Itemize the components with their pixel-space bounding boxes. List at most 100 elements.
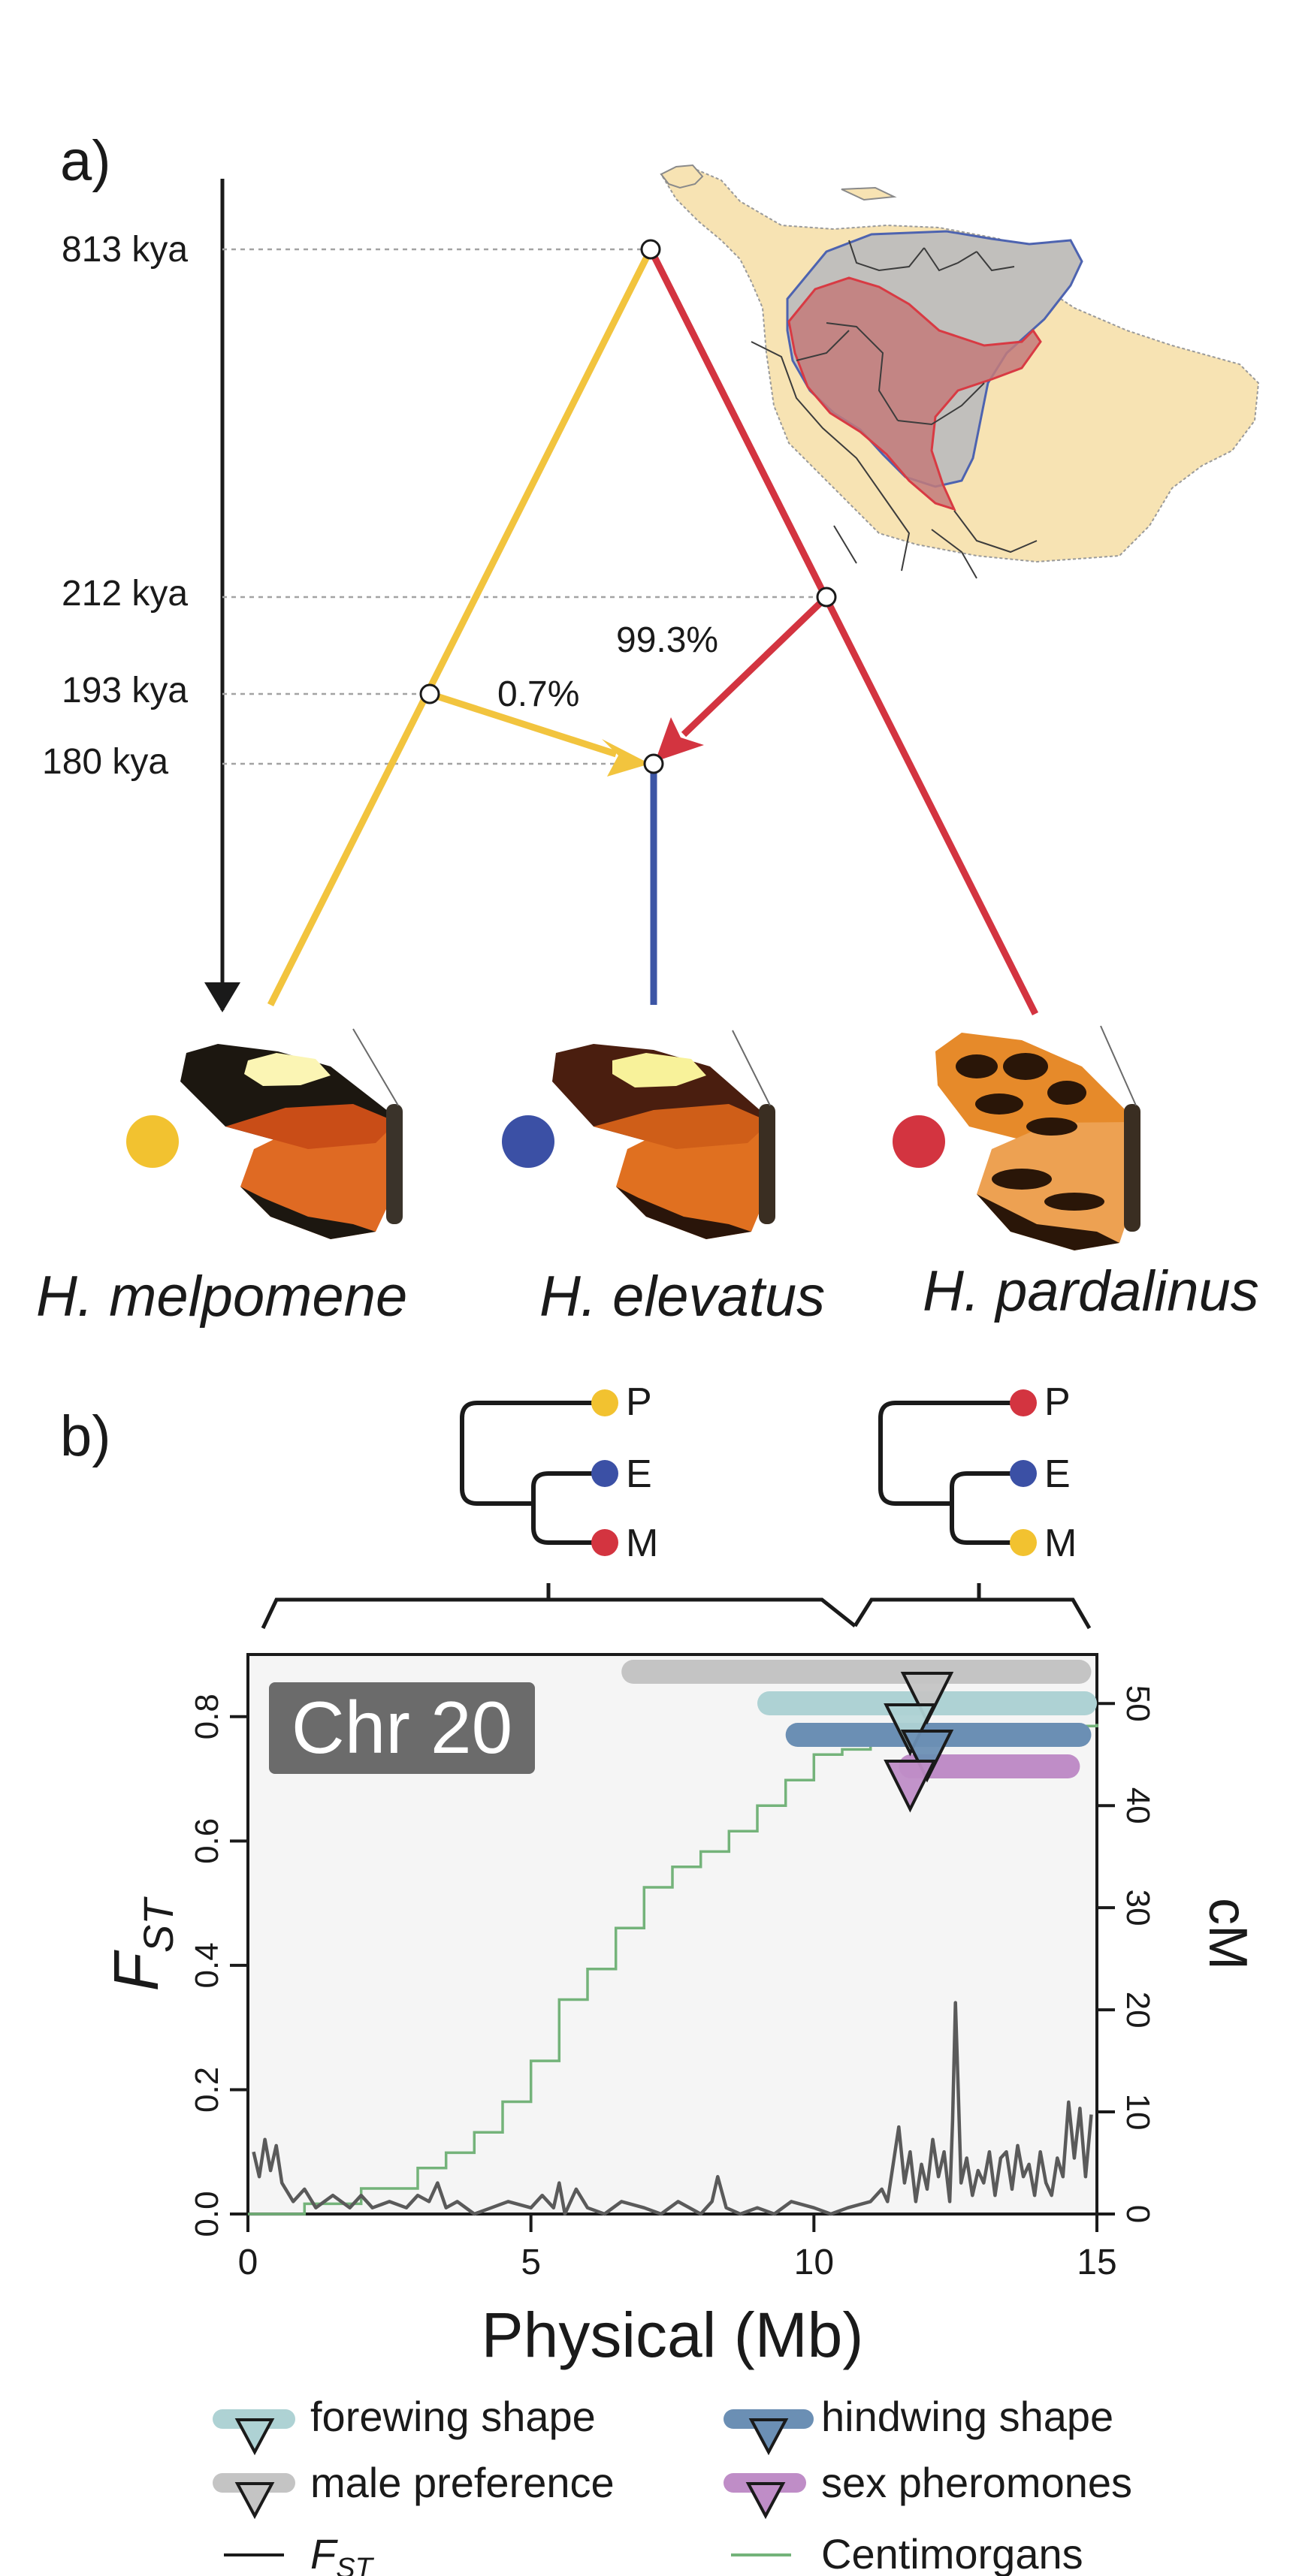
legend-hindwing-triangle <box>748 2418 789 2456</box>
gene-flow-minor-label: 0.7% <box>497 674 579 714</box>
map-borders <box>751 240 1038 579</box>
gene-flow-minor-arrow <box>428 690 618 758</box>
physical-tick-label: 5 <box>521 2243 541 2282</box>
pardalinus-antenna <box>1100 1025 1137 1106</box>
dot-melpomene <box>126 1115 179 1168</box>
fst-tick-label: 0.8 <box>189 1694 225 1739</box>
gene-tree-right-branches <box>878 1401 1023 1545</box>
fst-tick-label: 0.0 <box>189 2191 225 2237</box>
elevatus-forewing-band <box>612 1053 706 1087</box>
melpomene-hindwing-edge <box>240 1187 376 1239</box>
fst-series-line <box>252 2001 1093 2216</box>
gene-tree-left-tip-e: E <box>626 1452 652 1496</box>
melpomene-body <box>386 1104 403 1224</box>
qtl-peak-forewing-shape <box>884 1703 937 1757</box>
melpomene-forewing-orange <box>225 1104 397 1149</box>
species-tree <box>267 247 1039 1016</box>
dot-pardalinus <box>893 1115 945 1168</box>
gene-flow-major-arrowhead <box>655 717 704 762</box>
fst-tick-label: 0.6 <box>189 1818 225 1864</box>
gene-tree-left-branches <box>460 1401 605 1545</box>
node-813kya <box>640 239 661 260</box>
branch-pardalinus <box>647 247 1039 1016</box>
gene-tree-left-tip-p-dot <box>591 1389 618 1416</box>
physical-tick-label: 15 <box>1077 2243 1116 2282</box>
elevatus-hindwing-edge <box>616 1187 751 1239</box>
cm-tick-label: 40 <box>1119 1787 1156 1824</box>
gene-tree-right-tip-e: E <box>1044 1452 1071 1496</box>
gene-flow-major-label: 99.3% <box>616 620 718 660</box>
time-label-813: 813 kya <box>62 230 188 270</box>
gene-tree-right-tip-m-dot <box>1010 1529 1037 1556</box>
node-212kya <box>816 587 837 608</box>
qtl-peak-hindwing-shape <box>900 1730 954 1783</box>
map-land-caribbean <box>841 186 897 201</box>
legend-fst-main: F <box>310 2530 338 2576</box>
time-label-180: 180 kya <box>42 742 168 782</box>
elevatus-body <box>759 1104 775 1224</box>
legend-male-pref-label: male preference <box>310 2459 615 2506</box>
legend-hindwing-label: hindwing shape <box>821 2393 1113 2440</box>
gene-tree-right-tip-p-dot <box>1010 1389 1037 1416</box>
cm-tick-label: 30 <box>1119 1890 1156 1926</box>
butterfly-elevatus <box>552 1030 775 1239</box>
map-region-pardalinus <box>787 276 1042 511</box>
pardalinus-wing-spots <box>956 1053 1119 1250</box>
gene-tree-right-tip-e-dot <box>1010 1460 1037 1487</box>
time-guide-lines <box>222 248 826 765</box>
y-axis-left-title-sub: ST <box>134 1896 182 1953</box>
species-name-melpomene: H. melpomene <box>36 1265 407 1329</box>
physical-tick-label: 0 <box>238 2243 258 2282</box>
legend-forewing-label: forewing shape <box>310 2393 596 2440</box>
butterfly-pardalinus <box>935 1025 1140 1250</box>
physical-axis-bottom: 0 5 10 15 <box>238 2214 1117 2282</box>
tree-nodes <box>419 239 837 774</box>
melpomene-forewing-band <box>244 1053 331 1086</box>
cm-tick-label: 50 <box>1119 1685 1156 1722</box>
y-axis-left-title-main: F <box>101 1949 171 1991</box>
qtl-bars <box>621 1660 1097 1813</box>
qtl-peak-male-preference <box>900 1672 954 1725</box>
fst-axis-left: 0.0 0.2 0.4 0.6 0.8 <box>189 1694 249 2237</box>
pardalinus-body <box>1124 1104 1140 1232</box>
gene-tree-right-tip-m: M <box>1044 1522 1077 1565</box>
y-axis-left-title-text: FST <box>101 1896 182 1992</box>
gene-tree-right-tip-p: P <box>1044 1380 1071 1424</box>
cm-tick-label: 0 <box>1119 2205 1156 2223</box>
y-axis-left-title: FST <box>101 1896 182 1992</box>
gene-tree-right: P E M <box>878 1380 1077 1565</box>
gene-flow-minor-arrowhead <box>602 739 650 777</box>
chr-label-box <box>269 1682 535 1774</box>
legend-cm-label: Centimorgans <box>821 2530 1083 2576</box>
qtl-bar-sex-pheromones <box>899 1754 1080 1778</box>
species-name-elevatus: H. elevatus <box>539 1265 825 1329</box>
fst-tick-label: 0.4 <box>189 1942 225 1988</box>
legend-pheromone-label: sex pheromones <box>821 2459 1132 2506</box>
region-brace-right <box>853 1583 1092 1630</box>
branch-melpomene <box>267 247 654 1007</box>
legend-fst-label: FST <box>310 2530 375 2576</box>
butterfly-melpomene <box>180 1028 403 1239</box>
fst-tick-label: 0.2 <box>189 2067 225 2113</box>
qtl-peak-sex-pheromones <box>884 1760 937 1813</box>
melpomene-antenna <box>352 1028 399 1106</box>
legend-male-pref-triangle <box>234 2482 275 2520</box>
legend: forewing shape hindwing shape male prefe… <box>213 2393 1132 2576</box>
qtl-bar-male-preference <box>621 1660 1092 1684</box>
dot-elevatus <box>502 1115 554 1168</box>
gene-tree-left: P E M <box>460 1380 658 1565</box>
map-land-central-america <box>660 164 704 189</box>
node-180kya <box>643 753 664 774</box>
gene-tree-left-tip-m: M <box>626 1522 658 1565</box>
region-brace-left <box>261 1583 856 1630</box>
gene-flow-major-arrow <box>681 594 829 738</box>
physical-tick-label: 10 <box>794 2243 834 2282</box>
x-axis-title: Physical (Mb) <box>482 2300 864 2370</box>
time-axis-arrowhead <box>204 982 240 1012</box>
time-label-193: 193 kya <box>62 671 188 710</box>
gene-tree-left-tip-e-dot <box>591 1460 618 1487</box>
cm-tick-label: 20 <box>1119 1992 1156 2029</box>
panel-a-label: a) <box>60 129 111 193</box>
species-name-pardalinus: H. pardalinus <box>923 1259 1259 1323</box>
